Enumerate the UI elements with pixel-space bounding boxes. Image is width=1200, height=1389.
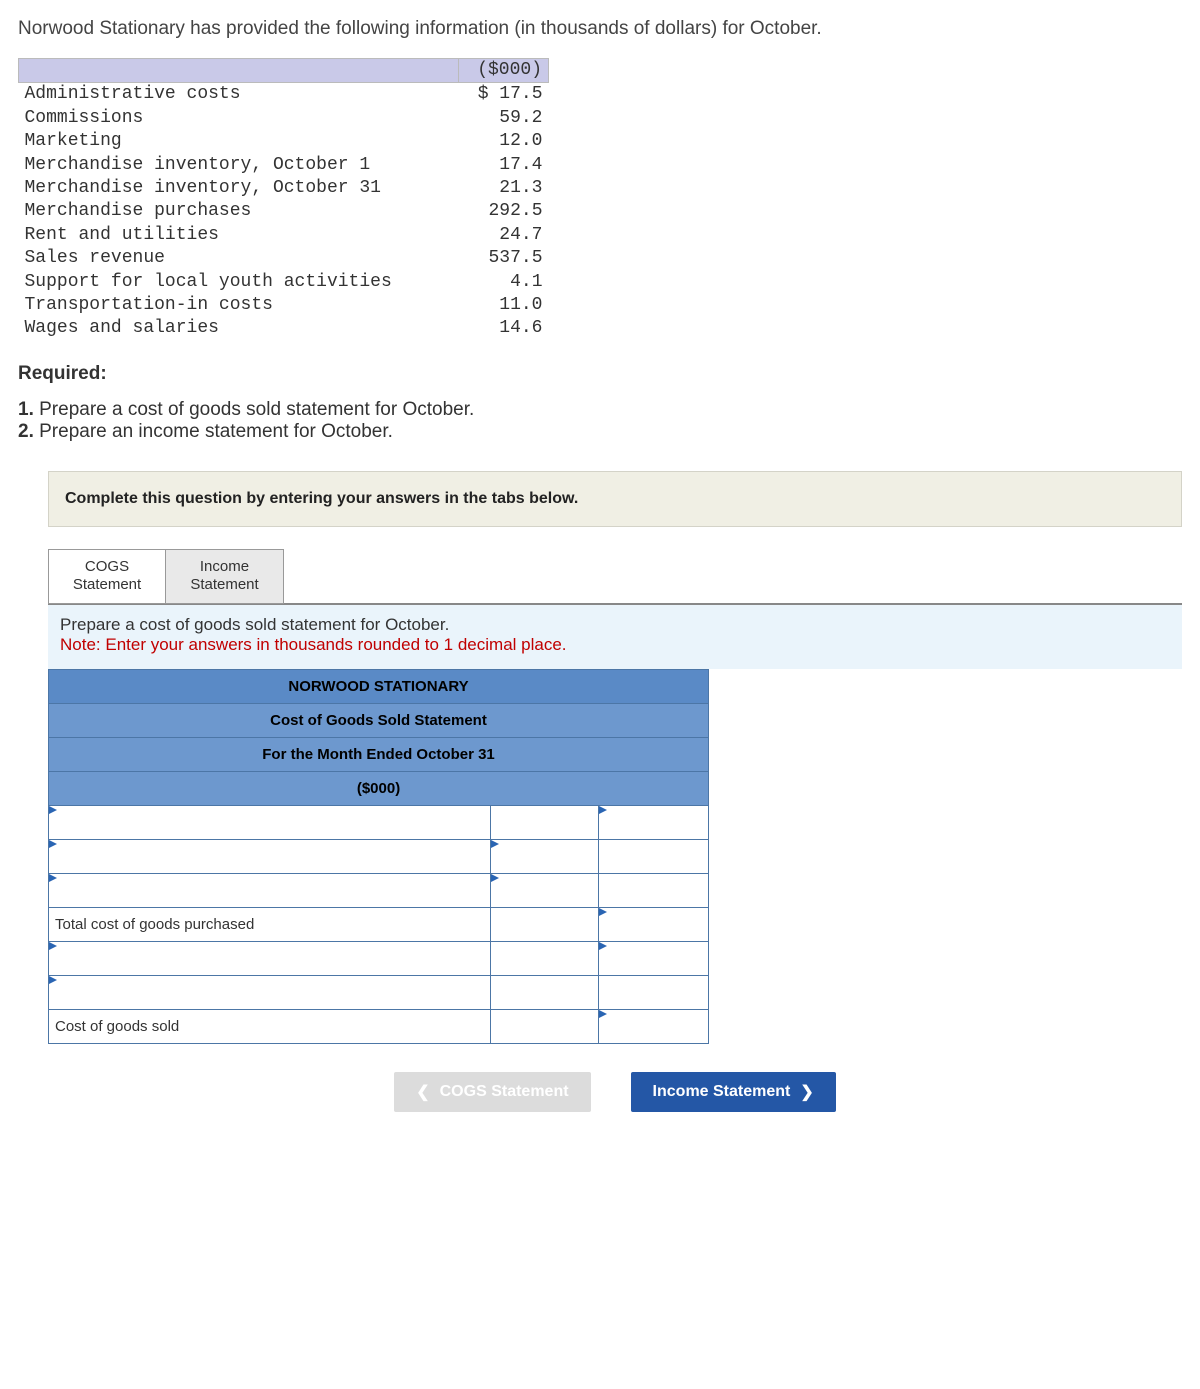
requirements-list: 1. Prepare a cost of goods sold statemen… (18, 399, 1182, 443)
line-amount-input[interactable] (599, 806, 709, 840)
cogs-statement-table: NORWOOD STATIONARY Cost of Goods Sold St… (48, 669, 709, 1044)
line-label-input[interactable] (49, 942, 491, 976)
next-button[interactable]: Income Statement ❯ (631, 1072, 836, 1112)
given-data-table: ($000) Administrative costs$ 17.5 Commis… (18, 58, 549, 341)
table-row (49, 806, 709, 840)
line-amount-input[interactable] (491, 874, 599, 908)
chevron-right-icon: ❯ (800, 1082, 813, 1102)
chevron-left-icon: ❮ (416, 1082, 429, 1102)
cogs-company: NORWOOD STATIONARY (49, 670, 709, 704)
tab-income[interactable]: IncomeStatement (166, 549, 284, 605)
cogs-unit: ($000) (49, 772, 709, 806)
line-amount-input[interactable] (599, 942, 709, 976)
line-amount-input[interactable] (599, 1010, 709, 1044)
line-label-input[interactable] (49, 840, 491, 874)
cogs-period: For the Month Ended October 31 (49, 738, 709, 772)
line-amount-input[interactable] (491, 840, 599, 874)
required-heading: Required: (18, 363, 1182, 385)
instruction-banner: Complete this question by entering your … (48, 471, 1182, 527)
table-row: Total cost of goods purchased (49, 908, 709, 942)
table-row (49, 976, 709, 1010)
cogs-label: Cost of goods sold (49, 1010, 491, 1044)
line-amount-input[interactable] (599, 908, 709, 942)
table-row (49, 942, 709, 976)
problem-intro: Norwood Stationary has provided the foll… (18, 18, 1182, 40)
prev-button[interactable]: ❮ COGS Statement (394, 1072, 590, 1112)
tab-cogs[interactable]: COGSStatement (48, 549, 166, 605)
unit-header: ($000) (459, 59, 549, 83)
tab-strip: COGSStatement IncomeStatement (48, 549, 1182, 605)
cogs-title: Cost of Goods Sold Statement (49, 704, 709, 738)
table-row (49, 840, 709, 874)
table-row: Cost of goods sold (49, 1010, 709, 1044)
table-row (49, 874, 709, 908)
line-label-input[interactable] (49, 806, 491, 840)
line-label-input[interactable] (49, 874, 491, 908)
total-purchased-label: Total cost of goods purchased (49, 908, 491, 942)
tab-instructions: Prepare a cost of goods sold statement f… (48, 605, 1182, 669)
line-label-input[interactable] (49, 976, 491, 1010)
